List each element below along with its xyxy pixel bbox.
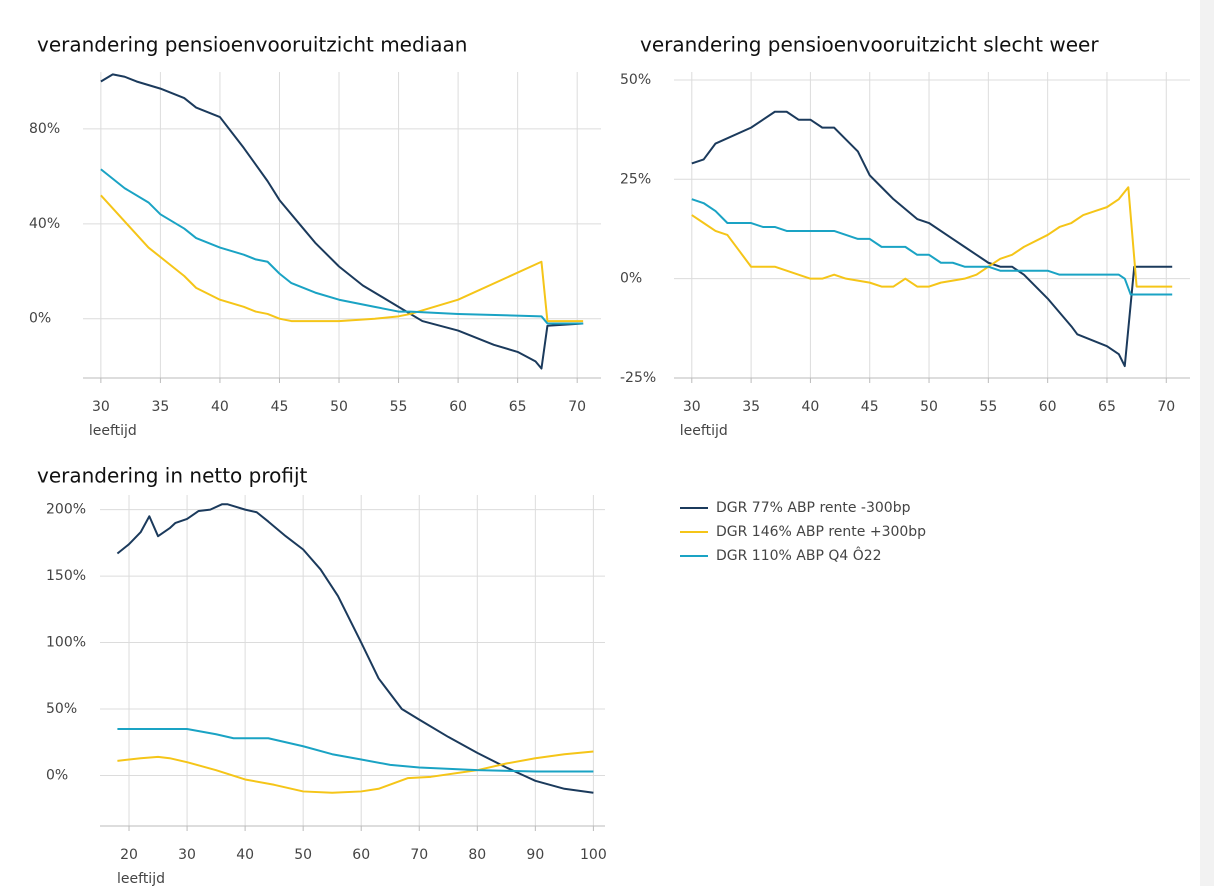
x-tick-label: 50	[920, 399, 938, 415]
x-tick-label: 45	[271, 399, 289, 415]
x-tick-label: 35	[151, 399, 169, 415]
chart-title: verandering pensioenvooruitzicht slecht …	[640, 33, 1099, 57]
x-axis-label: leeftijd	[89, 423, 137, 439]
x-tick-label: 70	[568, 399, 586, 415]
x-tick-label: 70	[1157, 399, 1175, 415]
x-tick-label: 30	[92, 399, 110, 415]
y-tick-label: 0%	[29, 311, 51, 327]
x-tick-label: 20	[120, 847, 138, 863]
series-line	[100, 73, 584, 370]
legend-label: DGR 77% ABP rente -300bp	[716, 500, 911, 516]
y-tick-label: 150%	[46, 568, 86, 584]
y-tick-label: 200%	[46, 502, 86, 518]
x-tick-label: 40	[236, 847, 254, 863]
x-tick-label: 55	[390, 399, 408, 415]
series-line	[117, 750, 594, 794]
x-tick-label: 80	[468, 847, 486, 863]
x-tick-label: 40	[801, 399, 819, 415]
x-tick-label: 60	[449, 399, 467, 415]
series-line	[100, 168, 584, 325]
x-tick-label: 90	[526, 847, 544, 863]
x-tick-label: 60	[1039, 399, 1057, 415]
x-tick-label: 30	[178, 847, 196, 863]
x-tick-label: 100	[580, 847, 607, 863]
series-line	[117, 727, 594, 773]
y-tick-label: 50%	[620, 72, 651, 88]
legend-label: DGR 146% ABP rente +300bp	[716, 524, 926, 540]
x-tick-label: 45	[861, 399, 879, 415]
y-tick-label: 100%	[46, 635, 86, 651]
x-tick-label: 65	[1098, 399, 1116, 415]
x-axis-label: leeftijd	[680, 423, 728, 439]
series-line	[691, 198, 1173, 296]
x-tick-label: 35	[742, 399, 760, 415]
series-line	[100, 194, 584, 323]
x-axis-label: leeftijd	[117, 871, 165, 886]
series-line	[691, 110, 1173, 368]
x-tick-label: 60	[352, 847, 370, 863]
x-tick-label: 70	[410, 847, 428, 863]
x-tick-label: 40	[211, 399, 229, 415]
chart-title: verandering in netto profijt	[37, 464, 308, 488]
x-tick-label: 50	[294, 847, 312, 863]
chart-title: verandering pensioenvooruitzicht mediaan	[37, 33, 467, 57]
x-tick-label: 30	[683, 399, 701, 415]
x-tick-label: 55	[979, 399, 997, 415]
series-line	[691, 186, 1173, 288]
y-tick-label: 80%	[29, 121, 60, 137]
x-tick-label: 65	[509, 399, 527, 415]
legend-label: DGR 110% ABP Q4 Ô22	[716, 546, 882, 564]
y-tick-label: 25%	[620, 171, 651, 187]
series-line	[116, 503, 594, 794]
y-tick-label: 0%	[46, 767, 68, 783]
y-tick-label: -25%	[620, 370, 656, 386]
y-tick-label: 40%	[29, 216, 60, 232]
x-tick-label: 50	[330, 399, 348, 415]
y-tick-label: 50%	[46, 701, 77, 717]
y-tick-label: 0%	[620, 271, 642, 287]
